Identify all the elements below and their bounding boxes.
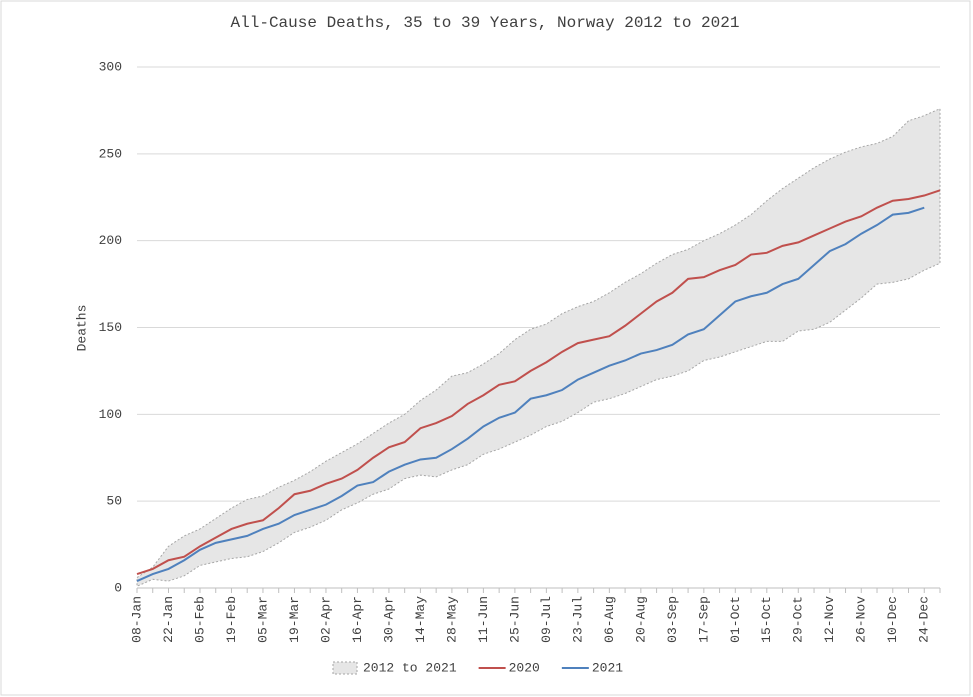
x-tick-label: 25-Jun <box>507 596 522 643</box>
y-axis-label: Deaths <box>74 305 89 352</box>
y-tick-label: 100 <box>99 407 122 422</box>
y-tick-label: 250 <box>99 146 122 161</box>
x-tick-label: 19-Feb <box>224 596 239 643</box>
x-tick-label: 12-Nov <box>822 596 837 643</box>
x-tick-label: 10-Dec <box>885 596 900 643</box>
x-tick-label: 26-Nov <box>854 596 869 643</box>
series-line <box>136 189 941 576</box>
x-tick-label: 14-May <box>413 596 428 643</box>
x-tick-label: 23-Jul <box>570 596 585 643</box>
x-tick-label: 01-Oct <box>728 596 743 643</box>
legend-label: 2012 to 2021 <box>363 660 457 675</box>
x-tick-label: 08-Jan <box>129 596 144 643</box>
x-tick-label: 05-Feb <box>192 596 207 643</box>
x-tick-label: 28-May <box>444 596 459 643</box>
series-line <box>136 206 925 582</box>
x-tick-label: 30-Apr <box>381 596 396 643</box>
x-tick-label: 24-Dec <box>917 596 932 643</box>
x-tick-label: 02-Apr <box>318 596 333 643</box>
x-tick-label: 17-Sep <box>696 596 711 643</box>
x-tick-label: 15-Oct <box>759 596 774 643</box>
x-tick-label: 09-Jul <box>539 596 554 643</box>
y-tick-label: 50 <box>106 494 122 509</box>
x-tick-label: 29-Oct <box>791 596 806 643</box>
x-tick-label: 06-Aug <box>602 596 617 643</box>
x-tick-label: 16-Apr <box>350 596 365 643</box>
y-tick-label: 0 <box>114 580 122 595</box>
x-tick-label: 22-Jan <box>161 596 176 643</box>
legend-label: 2021 <box>592 660 623 675</box>
x-tick-label: 05-Mar <box>255 596 270 643</box>
x-tick-label: 20-Aug <box>633 596 648 643</box>
y-tick-label: 300 <box>99 59 122 74</box>
x-tick-label: 03-Sep <box>665 596 680 643</box>
x-tick-label: 11-Jun <box>476 596 491 643</box>
legend-swatch <box>332 661 358 675</box>
x-tick-label: 19-Mar <box>287 596 302 643</box>
y-tick-label: 200 <box>99 233 122 248</box>
legend-label: 2020 <box>509 660 540 675</box>
chart-title: All-Cause Deaths, 35 to 39 Years, Norway… <box>231 14 740 32</box>
y-tick-label: 150 <box>99 320 122 335</box>
range-band <box>136 107 941 588</box>
